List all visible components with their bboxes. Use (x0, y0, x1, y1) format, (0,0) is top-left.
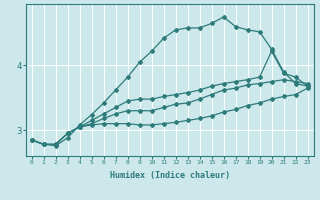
X-axis label: Humidex (Indice chaleur): Humidex (Indice chaleur) (109, 171, 230, 180)
